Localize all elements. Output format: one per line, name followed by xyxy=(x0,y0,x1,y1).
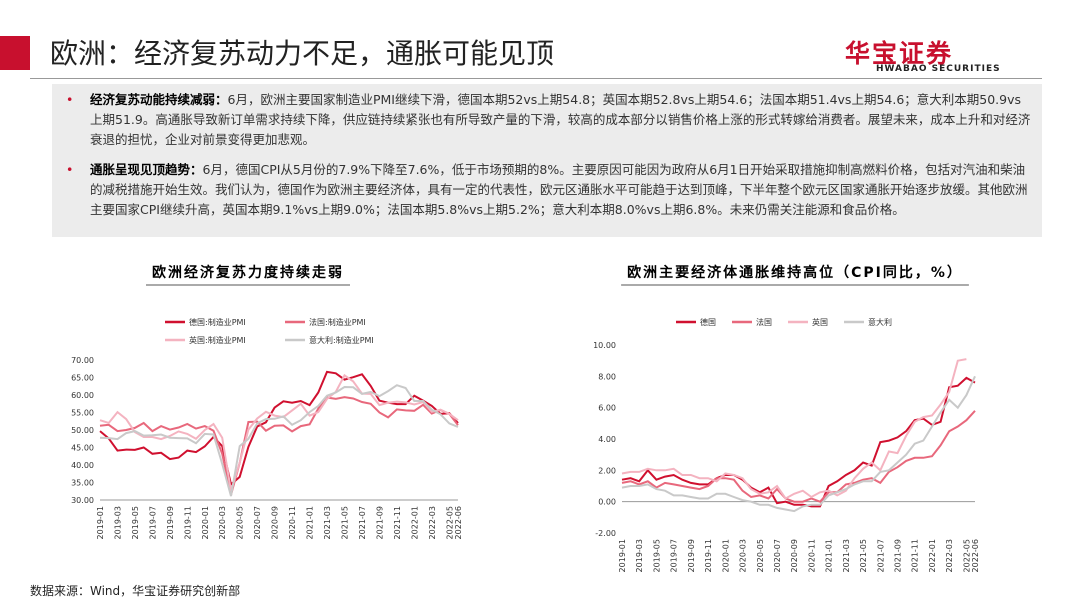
legend-label: 法国 xyxy=(756,317,772,327)
x-tick-label: 2020-11 xyxy=(807,539,816,572)
series-line xyxy=(621,375,976,513)
x-tick-label: 2020-05 xyxy=(236,506,245,539)
x-tick-label: 2021-05 xyxy=(859,539,868,572)
legend-label: 德国:制造业PMI xyxy=(189,317,246,327)
series-line xyxy=(621,410,976,503)
y-tick-label: 6.00 xyxy=(598,404,616,413)
bullet-lead: 经济复苏动能持续减弱： xyxy=(90,92,228,107)
x-tick-label: 2021-03 xyxy=(842,539,851,572)
x-tick-label: 2019-03 xyxy=(635,539,644,572)
accent-bar xyxy=(0,36,30,70)
x-tick-label: 2021-11 xyxy=(393,506,402,539)
x-tick-label: 2020-09 xyxy=(790,539,799,572)
logo: 华宝证券 xyxy=(845,39,954,68)
x-tick-label: 2019-09 xyxy=(166,506,175,539)
y-tick-label: 30.00 xyxy=(71,496,94,505)
x-tick-label: 2022-03 xyxy=(945,539,954,572)
x-tick-label: 2020-01 xyxy=(721,539,730,572)
bullet-text: 6月，德国CPI从5月份的7.9%下降至7.6%，低于市场预期的8%。主要原因可… xyxy=(90,162,1028,217)
x-tick-label: 2022-06 xyxy=(971,539,980,572)
series-line xyxy=(621,358,967,500)
x-tick-label: 2021-11 xyxy=(911,539,920,572)
x-tick-label: 2020-05 xyxy=(756,539,765,572)
summary-box: 经济复苏动能持续减弱：6月，欧洲主要国家制造业PMI继续下滑，德国本期52vs上… xyxy=(52,84,1042,237)
slide-title: 欧洲：经济复苏动力不足，通胀可能见顶 xyxy=(50,37,555,70)
bullet-text: 6月，欧洲主要国家制造业PMI继续下滑，德国本期52vs上期54.8；英国本期5… xyxy=(90,92,1031,147)
x-tick-label: 2019-11 xyxy=(183,506,192,539)
x-tick-label: 2021-07 xyxy=(876,539,885,572)
x-tick-label: 2022-01 xyxy=(928,539,937,572)
bullet: 通胀呈现见顶趋势：6月，德国CPI从5月份的7.9%下降至7.6%，低于市场预期… xyxy=(66,160,1032,220)
series-line xyxy=(99,373,459,492)
x-tick-label: 2021-01 xyxy=(306,506,315,539)
legend-label: 意大利:制造业PMI xyxy=(309,335,374,345)
y-tick-label: 65.00 xyxy=(71,374,94,383)
y-tick-label: 40.00 xyxy=(71,461,94,470)
x-tick-label: 2021-09 xyxy=(375,506,384,539)
x-tick-label: 2019-11 xyxy=(704,539,713,572)
x-tick-label: 2022-06 xyxy=(454,506,463,539)
rule xyxy=(30,78,1042,79)
x-tick-label: 2019-09 xyxy=(687,539,696,572)
x-tick-label: 2022-03 xyxy=(428,506,437,539)
x-tick-label: 2021-05 xyxy=(340,506,349,539)
y-tick-label: 70.00 xyxy=(71,356,94,365)
x-tick-label: 2019-01 xyxy=(618,539,627,572)
x-tick-label: 2022-01 xyxy=(410,506,419,539)
x-tick-label: 2021-01 xyxy=(825,539,834,572)
y-tick-label: 8.00 xyxy=(598,372,616,381)
x-tick-label: 2022-05 xyxy=(445,506,454,539)
y-tick-label: 0.00 xyxy=(598,498,616,507)
x-tick-label: 2019-01 xyxy=(96,506,105,539)
x-tick-label: 2020-07 xyxy=(253,506,262,539)
x-tick-label: 2022-05 xyxy=(962,539,971,572)
legend-label: 德国 xyxy=(700,317,716,327)
legend-label: 意大利 xyxy=(868,317,892,327)
x-tick-label: 2021-09 xyxy=(894,539,903,572)
x-tick-label: 2021-07 xyxy=(358,506,367,539)
x-tick-label: 2021-03 xyxy=(323,506,332,539)
series-line xyxy=(621,376,976,508)
x-tick-label: 2020-01 xyxy=(201,506,210,539)
logo-sub: HWABAO SECURITIES xyxy=(876,64,1001,74)
source: 数据来源：Wind，华宝证券研究创新部 xyxy=(30,584,241,598)
series-line xyxy=(99,396,459,496)
x-tick-label: 2020-07 xyxy=(773,539,782,572)
y-tick-label: 60.00 xyxy=(71,391,94,400)
x-tick-label: 2019-03 xyxy=(113,506,122,539)
series-line xyxy=(99,370,459,487)
y-tick-label: 35.00 xyxy=(71,479,94,488)
y-tick-label: 10.00 xyxy=(593,341,616,350)
chart-title: 欧洲经济复苏力度持续走弱 xyxy=(152,264,344,281)
y-tick-label: 4.00 xyxy=(598,435,616,444)
bullet: 经济复苏动能持续减弱：6月，欧洲主要国家制造业PMI继续下滑，德国本期52vs上… xyxy=(66,90,1032,150)
y-tick-label: 2.00 xyxy=(598,466,616,475)
x-tick-label: 2019-07 xyxy=(670,539,679,572)
legend-label: 法国:制造业PMI xyxy=(309,317,366,327)
x-tick-label: 2020-11 xyxy=(288,506,297,539)
y-tick-label: 55.00 xyxy=(71,409,94,418)
legend-label: 英国:制造业PMI xyxy=(189,335,246,345)
bullet-lead: 通胀呈现见顶趋势： xyxy=(90,162,203,177)
chart-title: 欧洲主要经济体通胀维持高位（CPI同比，%） xyxy=(627,264,963,281)
x-tick-label: 2020-03 xyxy=(739,539,748,572)
x-tick-label: 2019-05 xyxy=(131,506,140,539)
legend-label: 英国 xyxy=(812,317,828,327)
x-tick-label: 2019-07 xyxy=(148,506,157,539)
y-tick-label: 50.00 xyxy=(71,426,94,435)
x-tick-label: 2019-05 xyxy=(652,539,661,572)
x-tick-label: 2020-09 xyxy=(271,506,280,539)
y-tick-label: -2.00 xyxy=(595,529,616,538)
x-tick-label: 2020-03 xyxy=(218,506,227,539)
y-tick-label: 45.00 xyxy=(71,444,94,453)
series-line xyxy=(99,384,459,497)
